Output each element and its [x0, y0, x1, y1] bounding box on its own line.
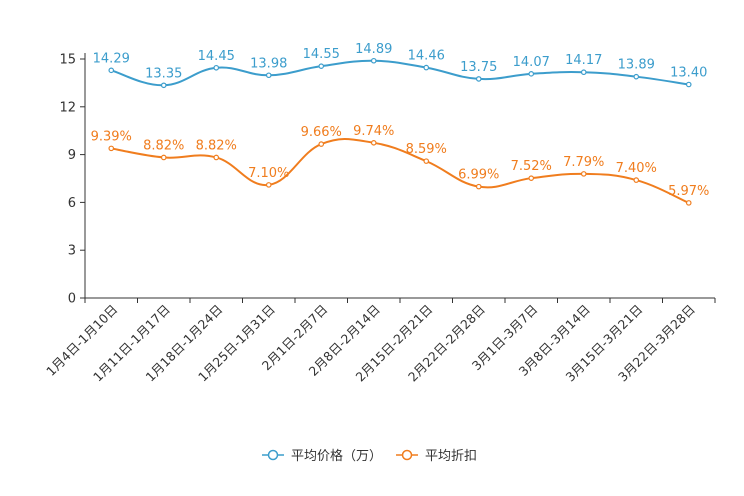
data-label: 13.35	[145, 66, 182, 81]
series-line	[110, 59, 689, 87]
chart-legend[interactable]: 平均价格（万） 平均折扣	[262, 448, 477, 464]
data-point[interactable]	[160, 154, 167, 161]
chart-axes: 036912151月4日-1月10日1月11日-1月17日1月18日-1月24日…	[43, 53, 716, 385]
legend-label: 平均折扣	[425, 449, 477, 464]
data-label: 14.17	[565, 53, 602, 68]
data-label: 13.89	[618, 58, 655, 73]
legend-item-1[interactable]: 平均价格（万）	[262, 448, 382, 464]
y-tick-label: 3	[68, 244, 76, 259]
data-point[interactable]	[265, 182, 272, 188]
data-label: 9.66%	[301, 125, 342, 140]
data-label: 7.40%	[616, 161, 657, 176]
data-point[interactable]	[108, 67, 115, 74]
data-label: 8.82%	[143, 138, 184, 153]
data-point[interactable]	[318, 141, 325, 147]
data-label: 14.45	[198, 49, 235, 64]
data-label: 14.46	[408, 49, 445, 64]
data-point[interactable]	[423, 64, 430, 71]
data-label: 5.97%	[668, 184, 709, 199]
data-label: 14.07	[513, 55, 550, 70]
data-point[interactable]	[685, 81, 692, 88]
data-label: 14.29	[93, 51, 130, 66]
data-point[interactable]	[423, 158, 430, 164]
y-tick-label: 12	[59, 100, 76, 115]
data-label: 13.75	[460, 60, 497, 75]
data-label: 7.10%	[248, 166, 289, 181]
data-label: 9.39%	[91, 129, 132, 144]
series-2: 9.39% 8.82% 8.82% 7.10% 9.66% 9.74% 8.59% 6.99%…	[91, 124, 709, 206]
data-point[interactable]	[213, 64, 220, 71]
data-point[interactable]	[475, 76, 482, 82]
legend-item-2[interactable]: 平均折扣	[396, 449, 477, 464]
data-point[interactable]	[370, 57, 377, 64]
data-point[interactable]	[108, 145, 115, 152]
data-point[interactable]	[265, 72, 272, 79]
data-point[interactable]	[213, 154, 220, 161]
chart-series: 14.29 13.35 14.45 13.98 14.55 14.89 14.46 13.75…	[91, 42, 709, 206]
legend-marker-icon	[401, 449, 413, 461]
data-label: 13.40	[670, 65, 707, 80]
data-point[interactable]	[685, 200, 692, 206]
data-point[interactable]	[370, 140, 377, 146]
data-label: 6.99%	[458, 168, 499, 183]
y-tick-label: 0	[68, 292, 76, 307]
series-1: 14.29 13.35 14.45 13.98 14.55 14.89 14.46 13.75…	[93, 42, 707, 89]
data-point[interactable]	[580, 171, 587, 177]
data-point[interactable]	[528, 175, 535, 181]
data-label: 7.79%	[563, 155, 604, 170]
data-point[interactable]	[318, 63, 325, 69]
y-tick-label: 15	[59, 53, 76, 68]
legend-marker-icon	[267, 449, 279, 461]
data-point[interactable]	[528, 71, 535, 77]
data-label: 14.89	[355, 42, 392, 57]
data-label: 9.74%	[353, 124, 394, 139]
data-label: 13.98	[250, 56, 287, 71]
data-point[interactable]	[160, 82, 167, 89]
legend-label: 平均价格（万）	[291, 448, 382, 464]
y-tick-label: 6	[68, 196, 76, 211]
y-tick-label: 9	[68, 148, 76, 163]
data-label: 14.55	[303, 47, 340, 62]
data-point[interactable]	[580, 69, 587, 76]
data-label: 8.82%	[196, 138, 237, 153]
data-point[interactable]	[475, 183, 482, 190]
data-point[interactable]	[633, 177, 640, 183]
data-label: 7.52%	[511, 159, 552, 174]
data-label: 8.59%	[406, 142, 447, 157]
data-point[interactable]	[633, 73, 640, 80]
